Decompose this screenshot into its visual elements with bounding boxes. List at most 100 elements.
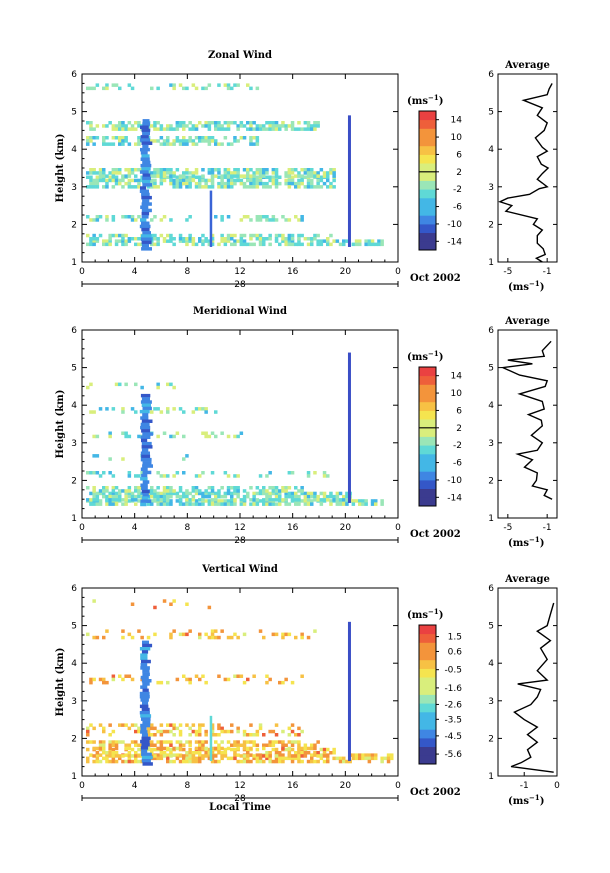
colorbar-segment bbox=[419, 445, 436, 455]
unit-exponent: −1 bbox=[428, 349, 439, 358]
unit-exponent: −1 bbox=[529, 535, 540, 544]
colorbar-tick-label: -10 bbox=[447, 476, 462, 486]
average-y-tick-label: 5 bbox=[488, 622, 494, 632]
y-tick-label: 1 bbox=[71, 258, 77, 268]
unit-exponent: −1 bbox=[428, 93, 439, 102]
colorbar-segment bbox=[419, 367, 436, 377]
average-profile: Average 1 2 3 4 5 6 -5 -1 (ms−1) bbox=[488, 316, 558, 549]
colorbar-tick-label: 6 bbox=[456, 406, 462, 416]
colorbar-tick-label: 6 bbox=[456, 150, 462, 160]
y-tick-label: 4 bbox=[71, 401, 77, 411]
colorbar-segment bbox=[419, 651, 436, 661]
x-tick-label: 20 bbox=[340, 523, 352, 533]
colorbar-tick-label: -6 bbox=[453, 459, 462, 469]
average-y-tick-label: 4 bbox=[488, 145, 494, 155]
y-tick-label: 2 bbox=[71, 220, 77, 230]
y-tick-label: 1 bbox=[71, 514, 77, 524]
colorbar-segment bbox=[419, 497, 436, 507]
colorbar-segment bbox=[419, 755, 436, 765]
average-y-tick-label: 6 bbox=[488, 326, 494, 336]
colorbar-segment bbox=[419, 488, 436, 498]
colorbar-segment bbox=[419, 189, 436, 199]
x-tick-label: 0 bbox=[395, 523, 401, 533]
x-tick-label: 20 bbox=[340, 781, 352, 791]
colorbar-segment bbox=[419, 401, 436, 411]
average-y-tick-label: 1 bbox=[488, 514, 494, 524]
average-x-tick-label: -1 bbox=[543, 267, 552, 277]
date-label: 28 bbox=[234, 280, 246, 290]
colorbar-segment bbox=[419, 746, 436, 756]
average-x-axis-label: (ms−1) bbox=[508, 535, 544, 549]
x-tick-label: 16 bbox=[287, 523, 299, 533]
x-tick-label: 12 bbox=[234, 523, 245, 533]
average-frame bbox=[497, 73, 558, 263]
colorbar-segment bbox=[419, 163, 436, 173]
colorbar-segment bbox=[419, 453, 436, 463]
average-y-tick-label: 6 bbox=[488, 70, 494, 80]
x-tick-label: 12 bbox=[234, 781, 245, 791]
chart-title: Vertical Wind bbox=[201, 564, 278, 575]
x-axis-label: Local Time bbox=[209, 802, 271, 813]
x-tick-label: 16 bbox=[287, 781, 299, 791]
colorbar-tick-label: -0.5 bbox=[444, 666, 462, 676]
average-x-axis-label: (ms−1) bbox=[508, 279, 544, 293]
colorbar-segment bbox=[419, 419, 436, 429]
colorbar-tick-label: -3.5 bbox=[444, 715, 462, 725]
average-y-tick-label: 4 bbox=[488, 659, 494, 669]
average-y-tick-label: 3 bbox=[488, 183, 494, 193]
average-profile: Average 1 2 3 4 5 6 -1 0 (ms−1) bbox=[488, 574, 560, 807]
y-tick-label: 5 bbox=[71, 364, 77, 374]
x-tick-label: 0 bbox=[395, 267, 401, 277]
colorbar-unit: (ms−1) bbox=[407, 607, 443, 621]
y-tick-label: 6 bbox=[71, 584, 77, 594]
colorbar-segment bbox=[419, 206, 436, 216]
unit-exponent: −1 bbox=[428, 607, 439, 616]
plume-20h bbox=[347, 621, 351, 761]
heatmap-plumes bbox=[139, 115, 351, 251]
average-title: Average bbox=[504, 316, 550, 327]
unit-exponent: −1 bbox=[529, 279, 540, 288]
y-tick-label: 5 bbox=[71, 108, 77, 118]
colorbar-tick-label: -2 bbox=[453, 185, 462, 195]
colorbar-segment bbox=[419, 384, 436, 394]
colorbar-tick-label: 1.5 bbox=[448, 633, 462, 643]
colorbar-segment bbox=[419, 633, 436, 643]
y-tick-label: 3 bbox=[71, 183, 77, 193]
colorbar-tick-label: -1.6 bbox=[444, 684, 462, 694]
average-x-tick-label: -1 bbox=[543, 523, 552, 533]
colorbar-segment bbox=[419, 410, 436, 420]
average-y-tick-label: 3 bbox=[488, 697, 494, 707]
colorbar-unit: (ms−1) bbox=[407, 93, 443, 107]
y-tick-label: 5 bbox=[71, 622, 77, 632]
y-axis-label: Height (km) bbox=[55, 134, 66, 203]
colorbar-segment bbox=[419, 171, 436, 181]
colorbar-segment bbox=[419, 471, 436, 481]
x-tick-label: 4 bbox=[132, 781, 138, 791]
colorbar-segment bbox=[419, 659, 436, 669]
y-tick-label: 6 bbox=[71, 326, 77, 336]
colorbar-segment bbox=[419, 677, 436, 687]
date-label: 28 bbox=[234, 794, 246, 804]
average-x-tick-label: -5 bbox=[503, 523, 512, 533]
colorbar-segment bbox=[419, 625, 436, 635]
unit-close: ) bbox=[540, 796, 545, 807]
colorbar-segment bbox=[419, 128, 436, 138]
average-x-tick-label: -5 bbox=[503, 267, 512, 277]
average-y-tick-label: 2 bbox=[488, 220, 494, 230]
average-y-tick-label: 1 bbox=[488, 772, 494, 782]
colorbar-segment bbox=[419, 180, 436, 190]
unit-text: (ms bbox=[407, 352, 428, 363]
heatmap-cells bbox=[86, 599, 394, 764]
average-x-tick-label: -1 bbox=[520, 781, 529, 791]
average-title: Average bbox=[504, 60, 550, 71]
colorbar-segment bbox=[419, 119, 436, 129]
colorbar-segment bbox=[419, 137, 436, 147]
date-label: 28 bbox=[234, 536, 246, 546]
y-tick-label: 4 bbox=[71, 659, 77, 669]
unit-text: (ms bbox=[508, 796, 529, 807]
y-tick-label: 2 bbox=[71, 476, 77, 486]
